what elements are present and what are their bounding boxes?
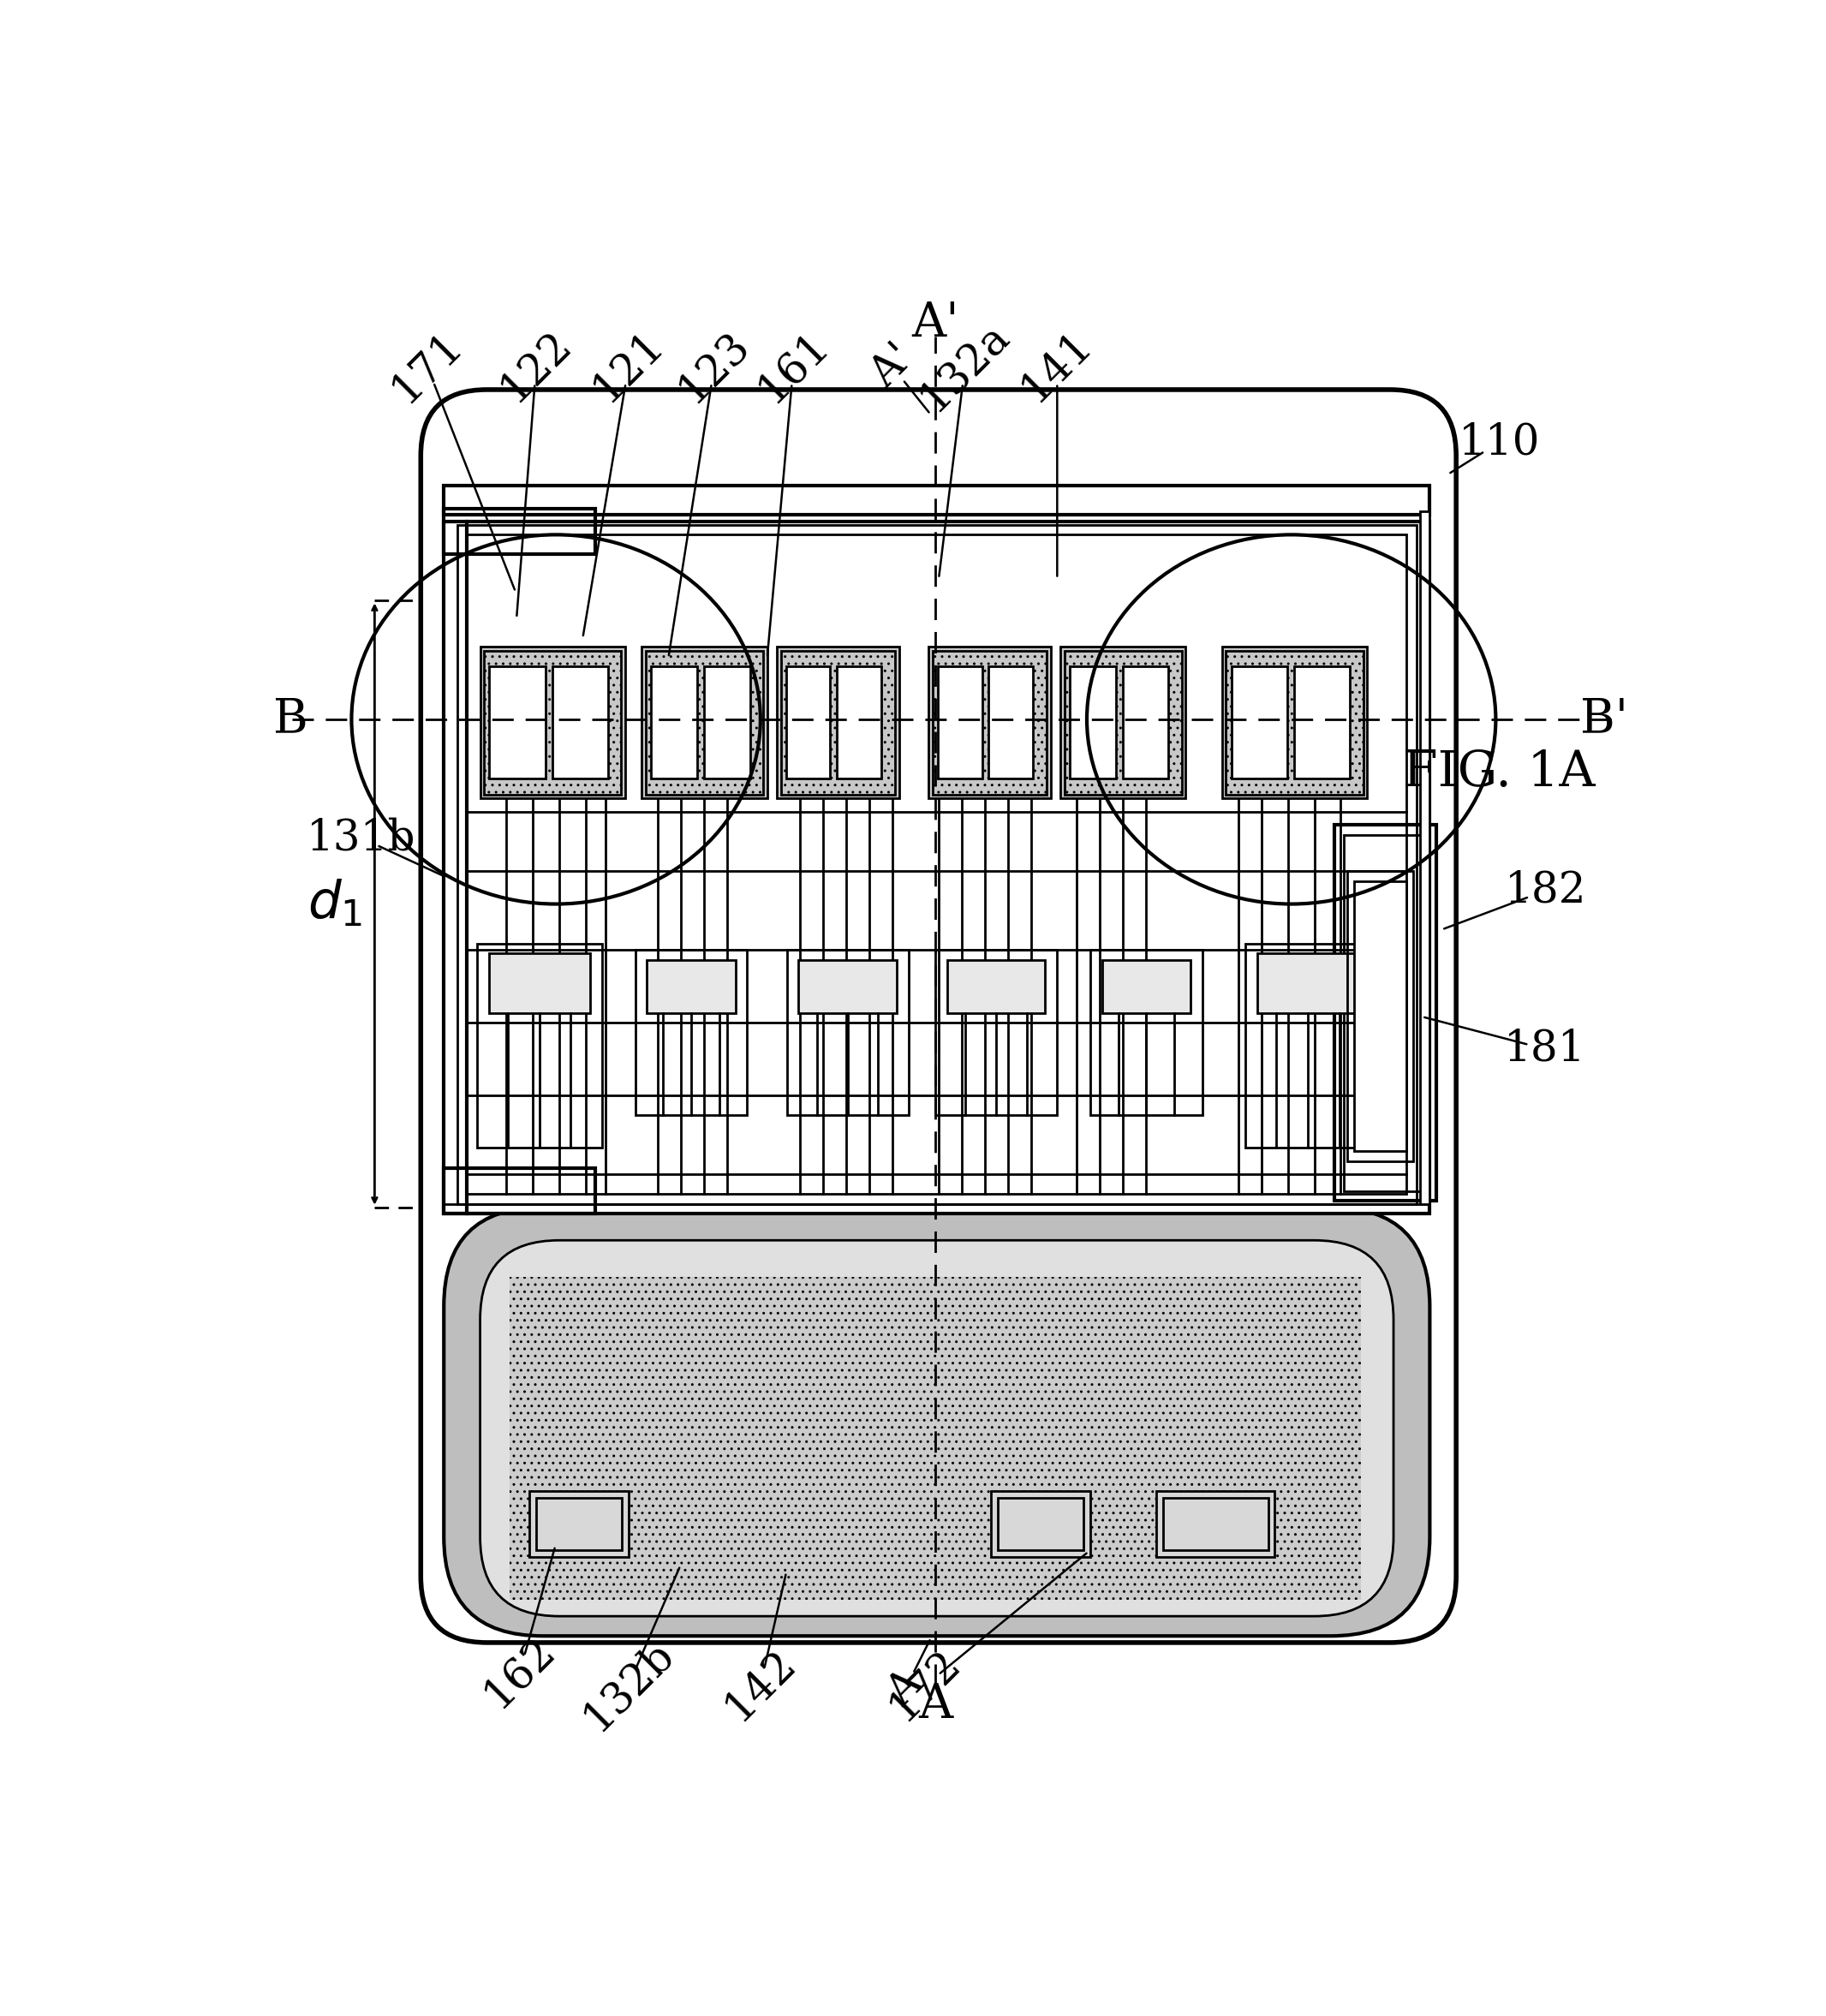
Bar <box>489 954 590 1012</box>
Bar <box>939 667 982 778</box>
Text: A': A' <box>862 337 922 397</box>
Bar <box>782 651 895 794</box>
Bar <box>798 960 897 1012</box>
Bar <box>635 950 747 1115</box>
Text: B': B' <box>1581 696 1629 742</box>
Text: B: B <box>274 696 309 742</box>
Text: 171: 171 <box>383 323 471 411</box>
Bar <box>537 1498 623 1550</box>
Text: FIG. 1A: FIG. 1A <box>1402 748 1596 796</box>
Bar <box>551 667 608 778</box>
Text: A: A <box>918 1681 953 1728</box>
Bar <box>444 486 1430 514</box>
Bar <box>477 943 603 1147</box>
Bar <box>650 667 698 778</box>
Bar <box>641 647 767 798</box>
Bar <box>1353 881 1406 1151</box>
Bar <box>836 667 882 778</box>
Bar <box>1090 950 1202 1115</box>
Text: 182: 182 <box>1505 869 1587 911</box>
Bar <box>1065 651 1181 794</box>
Bar <box>484 651 621 794</box>
FancyBboxPatch shape <box>444 1208 1430 1635</box>
FancyBboxPatch shape <box>420 389 1455 1643</box>
Bar <box>992 1492 1090 1556</box>
Text: A: A <box>880 1663 931 1716</box>
Bar <box>929 647 1050 798</box>
Bar <box>948 960 1044 1012</box>
Bar <box>1344 835 1426 1191</box>
Bar <box>1245 943 1371 1147</box>
Text: 132b: 132b <box>575 1631 683 1740</box>
Bar <box>489 667 546 778</box>
Text: 123: 123 <box>670 323 758 411</box>
Text: 141: 141 <box>1013 323 1101 411</box>
Bar <box>509 1276 1360 1601</box>
Bar <box>776 647 898 798</box>
Bar <box>530 1492 628 1556</box>
Bar <box>480 647 624 798</box>
Bar <box>467 534 1406 1193</box>
Text: 132a: 132a <box>911 314 1017 419</box>
Bar <box>646 960 736 1012</box>
Bar <box>444 508 595 554</box>
Text: 161: 161 <box>749 323 838 411</box>
Bar <box>1256 954 1359 1012</box>
Bar <box>1335 825 1437 1202</box>
Bar <box>1123 667 1169 778</box>
Bar <box>1061 647 1185 798</box>
Bar <box>1163 1498 1269 1550</box>
Bar <box>787 950 909 1115</box>
Text: 122: 122 <box>493 323 581 411</box>
Text: 142: 142 <box>716 1641 803 1730</box>
Text: 162: 162 <box>477 1629 564 1716</box>
Text: $d_1$: $d_1$ <box>307 879 363 929</box>
Bar <box>456 524 1417 1204</box>
Bar <box>997 1498 1083 1550</box>
Bar <box>444 522 1430 1214</box>
Text: 121: 121 <box>584 323 672 411</box>
Bar <box>935 950 1057 1115</box>
Text: 172: 172 <box>882 1641 970 1730</box>
Bar <box>1231 667 1287 778</box>
Bar <box>1070 667 1116 778</box>
FancyBboxPatch shape <box>480 1240 1393 1617</box>
Text: 131b: 131b <box>307 816 416 859</box>
Text: 181: 181 <box>1505 1028 1587 1070</box>
Text: 110: 110 <box>1459 421 1539 464</box>
Bar <box>933 651 1046 794</box>
Bar <box>444 1167 595 1214</box>
Text: A': A' <box>911 300 959 347</box>
Bar <box>1156 1492 1275 1556</box>
Bar <box>1103 960 1191 1012</box>
Bar <box>787 667 831 778</box>
Bar <box>703 667 750 778</box>
Bar <box>1421 512 1430 1204</box>
Bar <box>1295 667 1349 778</box>
Bar <box>988 667 1034 778</box>
Bar <box>1225 651 1364 794</box>
Bar <box>646 651 763 794</box>
Bar <box>1348 871 1413 1161</box>
Bar <box>1222 647 1368 798</box>
